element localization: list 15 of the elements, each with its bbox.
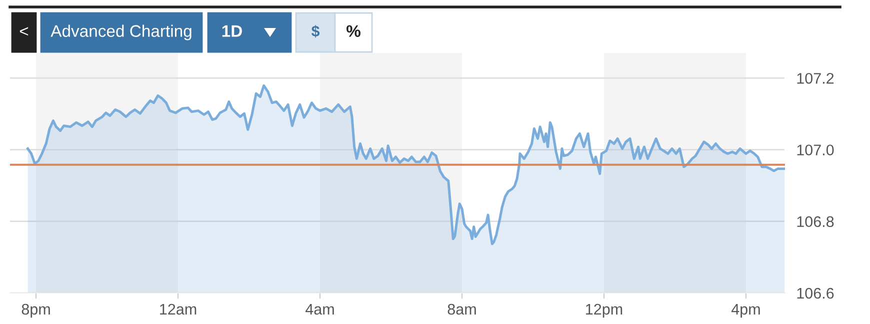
x-tick-label: 12am — [160, 304, 196, 315]
y-tick-label: 107.2 — [797, 72, 834, 84]
text: 1D — [222, 25, 242, 37]
text: < — [20, 27, 28, 36]
x-tick-label: 4pm — [731, 304, 760, 318]
text: Advanced Charting — [50, 24, 192, 40]
y-tick-label: 107.0 — [797, 144, 834, 156]
x-tick-label: 4am — [305, 304, 334, 315]
y-tick-label: 106.6 — [797, 288, 834, 299]
x-tick-label: 8am — [448, 304, 476, 315]
text: % — [346, 25, 360, 37]
x-tick-label: 12pm — [586, 304, 622, 318]
text: $ — [311, 25, 320, 38]
y-tick-label: 106.8 — [797, 216, 834, 228]
x-tick-label: 8pm — [22, 304, 50, 318]
